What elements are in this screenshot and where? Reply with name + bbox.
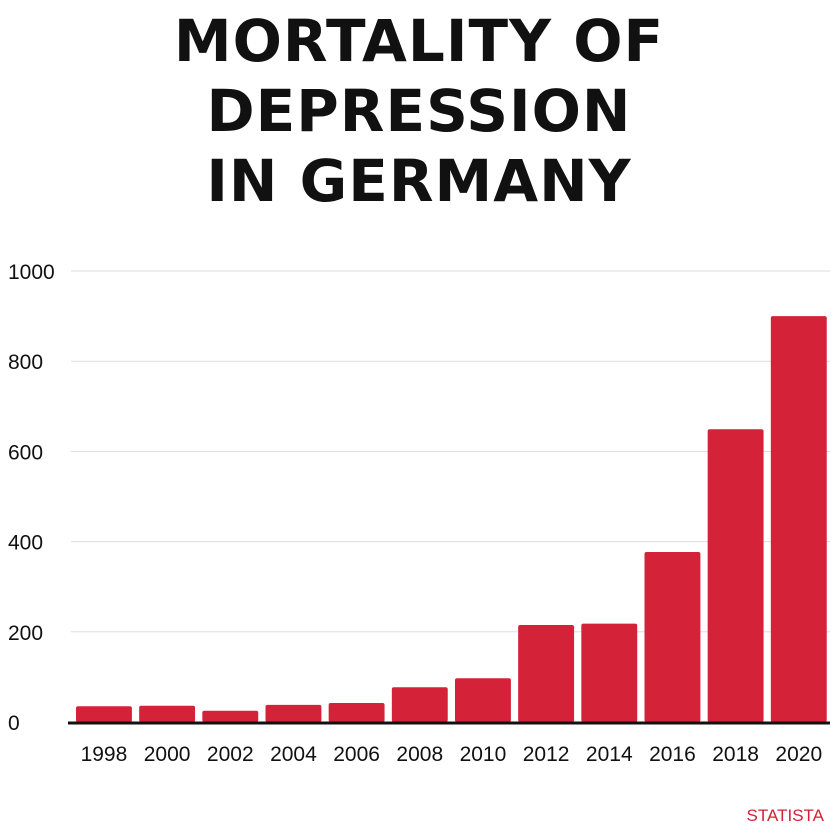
x-tick-label: 2008 bbox=[396, 743, 443, 766]
x-tick-label: 2018 bbox=[712, 743, 759, 766]
x-tick-label: 2010 bbox=[460, 743, 507, 766]
x-tick-label: 2012 bbox=[523, 743, 570, 766]
x-tick-label: 2002 bbox=[207, 743, 254, 766]
y-tick-label: 1000 bbox=[8, 261, 55, 284]
bar-2020 bbox=[770, 316, 827, 722]
chart-title: MORTALITY OF DEPRESSION IN GERMANY bbox=[0, 6, 838, 216]
bar-2008 bbox=[391, 687, 448, 722]
bar-2016 bbox=[644, 551, 701, 722]
x-tick-label: 1998 bbox=[81, 743, 128, 766]
bars bbox=[76, 316, 827, 722]
title-line-1: MORTALITY OF DEPRESSION bbox=[173, 7, 665, 145]
x-tick-label: 2020 bbox=[775, 743, 822, 766]
source-label: STATISTA bbox=[746, 806, 824, 825]
bar-2000 bbox=[139, 705, 196, 722]
y-tick-label: 0 bbox=[8, 712, 20, 735]
y-tick-label: 800 bbox=[8, 351, 43, 374]
grid-lines bbox=[71, 270, 830, 633]
bar-1998 bbox=[76, 706, 132, 722]
x-tick-label: 2006 bbox=[333, 743, 380, 766]
bar-2012 bbox=[518, 625, 575, 722]
bar-2004 bbox=[265, 704, 322, 722]
x-tick-label: 2004 bbox=[270, 743, 317, 766]
x-axis-ticks: 1998 2000 2002 2004 2006 2008 2010 2012 2014 2016… bbox=[81, 743, 823, 766]
bar-2010 bbox=[455, 678, 511, 722]
x-tick-label: 2000 bbox=[144, 743, 191, 766]
bar-2006 bbox=[328, 703, 385, 722]
y-tick-label: 600 bbox=[8, 441, 43, 464]
title-line-2: IN GERMANY bbox=[206, 147, 632, 215]
y-axis-ticks: 0 200 400 600 800 1000 bbox=[8, 261, 55, 735]
y-tick-label: 200 bbox=[8, 622, 43, 645]
x-tick-label: 2016 bbox=[649, 743, 696, 766]
bar-2002 bbox=[202, 710, 259, 722]
bar-2014 bbox=[581, 623, 638, 722]
x-tick-label: 2014 bbox=[586, 743, 633, 766]
bar-2018 bbox=[707, 429, 764, 722]
y-tick-label: 400 bbox=[8, 532, 43, 555]
